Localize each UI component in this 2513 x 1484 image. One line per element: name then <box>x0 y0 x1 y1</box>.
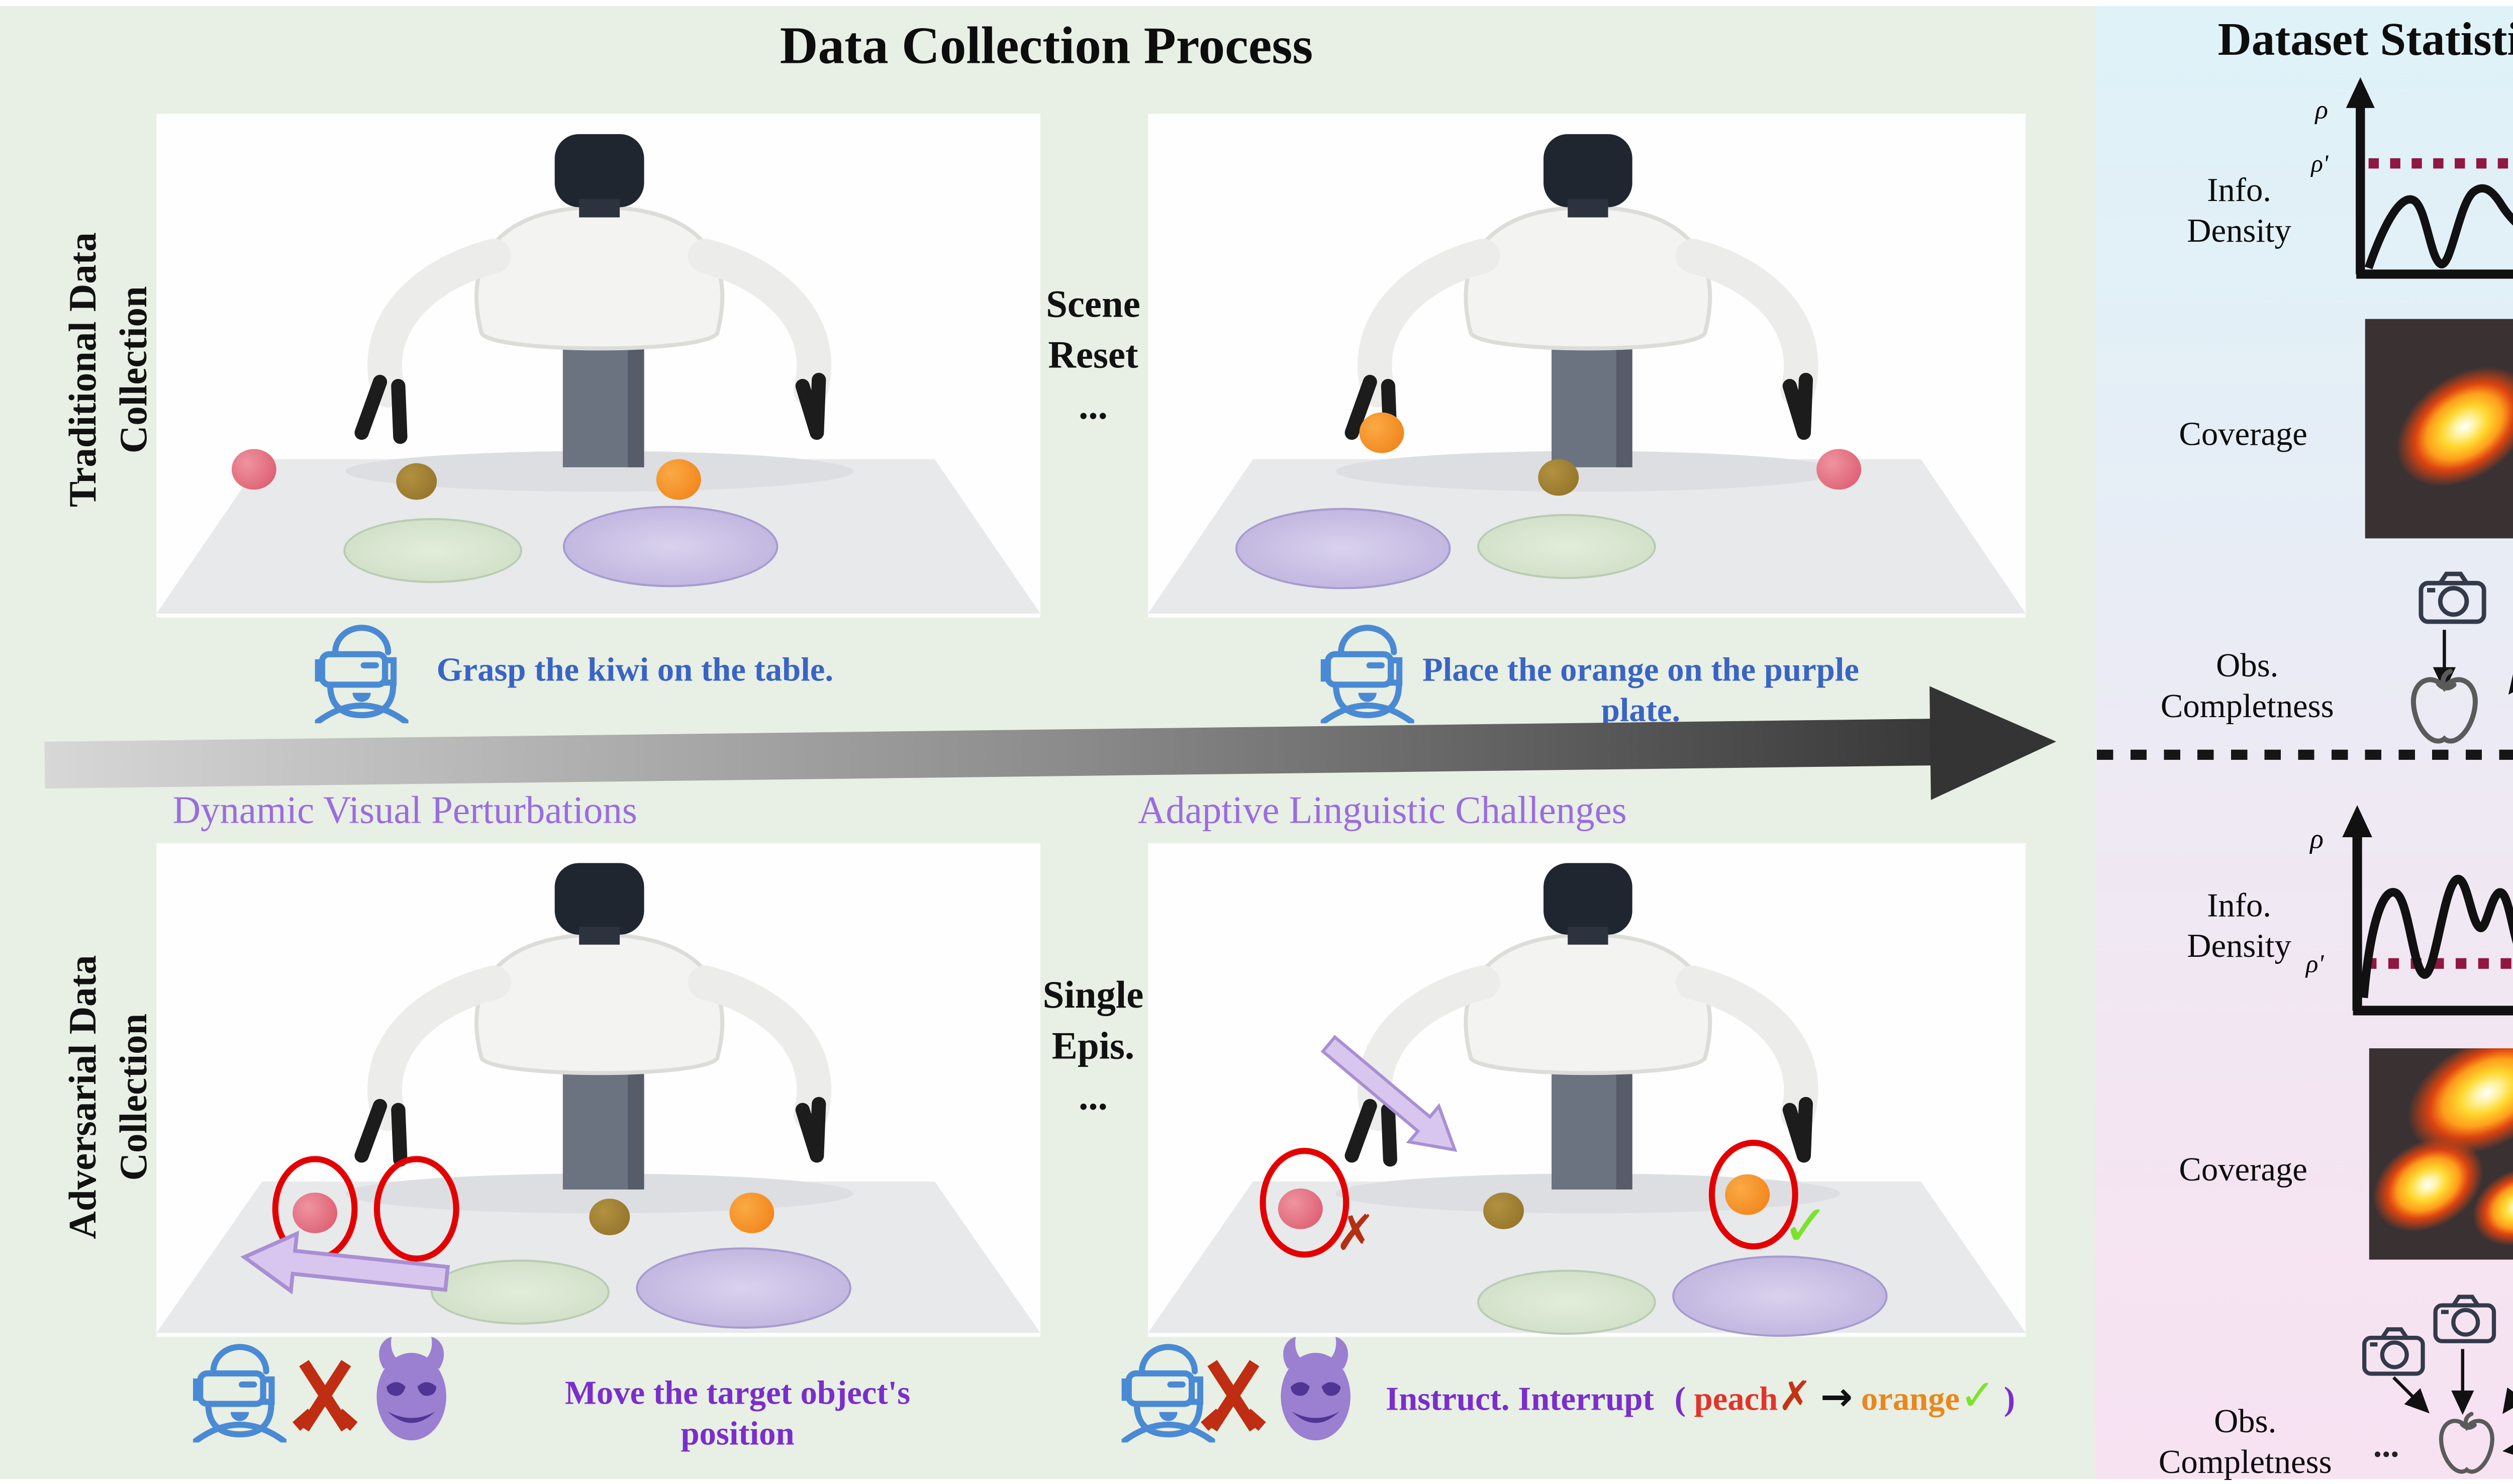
orange-held <box>1359 412 1404 453</box>
no-teleop-icon <box>1199 1357 1268 1435</box>
section-divider <box>2097 749 2513 759</box>
success-check-icon: ✓ <box>1960 1371 1996 1420</box>
caption-move: Move the target object's position <box>564 1373 911 1453</box>
paren-open: ( <box>1674 1379 1686 1418</box>
success-word: orange <box>1861 1379 1960 1418</box>
traditional-row-label: Traditional Data Collection <box>63 232 157 508</box>
peach <box>231 449 276 490</box>
apple-sketch-icon <box>2406 666 2483 748</box>
orange <box>729 1193 775 1233</box>
linguistic-challenge-label: Adaptive Linguistic Challenges <box>1137 790 1627 833</box>
metric-coverage: Coverage <box>2179 414 2307 453</box>
camera-view-arrows <box>2392 1349 2513 1460</box>
paren-close: ) <box>2004 1379 2015 1418</box>
devil-icon <box>1268 1335 1364 1442</box>
obs-ellipsis: ... <box>2373 1426 2399 1465</box>
caption-interrupt: Instruct. Interrupt ( peach✗ → orange✓ ) <box>1386 1371 2015 1420</box>
green-plate <box>431 1259 610 1325</box>
fail-x-icon: ✗ <box>1778 1371 1812 1420</box>
orange <box>656 459 701 500</box>
visual-perturbation-label: Dynamic Visual Perturbations <box>172 790 637 833</box>
photo-adversarial-visual <box>156 843 1040 1337</box>
process-title: Data Collection Process <box>780 16 1313 75</box>
caption-grasp: Grasp the kiwi on the table. <box>436 650 834 689</box>
adversarial-row-label: Adversarial Data Collection <box>63 955 157 1239</box>
apple-sketch-icon <box>2426 1410 2507 1477</box>
peach <box>1816 449 1862 490</box>
camera-icon <box>2418 569 2487 626</box>
arrow-body <box>44 719 1935 789</box>
arrow-glyph: → <box>1820 1375 1853 1420</box>
kiwi <box>396 463 437 500</box>
coverage-heatmap-traditional <box>2365 319 2513 539</box>
vr-operator-icon <box>193 1341 286 1442</box>
scene-reset-text: Scene Reset ... <box>1046 284 1140 429</box>
metric-obs-completeness-adv: Obs. Completness <box>2158 1402 2332 1481</box>
metric-obs-completeness: Obs. Completness <box>2160 646 2334 726</box>
metric-coverage-adv: Coverage <box>2179 1150 2307 1189</box>
green-plate <box>343 518 522 583</box>
devil-icon <box>364 1335 459 1442</box>
metric-info-density: Info. Density <box>2187 170 2291 250</box>
green-plate <box>1477 514 1656 579</box>
rho-axis-label: ρ <box>2309 823 2324 854</box>
info-density-plot-adversarial: ρ ρ' t <box>2305 805 2513 1016</box>
photo-traditional-grasp <box>156 114 1040 618</box>
rho-threshold-label: ρ' <box>2310 149 2329 177</box>
interrupt-prefix: Instruct. Interrupt <box>1386 1379 1654 1418</box>
photo-adversarial-linguistic: ✗ ✓ <box>1148 843 2026 1337</box>
rho-threshold-label: ρ' <box>2305 949 2325 978</box>
kiwi <box>1483 1193 1524 1229</box>
info-density-plot-traditional: ρ ρ' t <box>2310 77 2513 279</box>
green-plate <box>1477 1269 1656 1335</box>
single-episode-text: Single Epis. ... <box>1042 975 1144 1120</box>
purple-plate <box>1672 1255 1888 1337</box>
purple-plate <box>1235 508 1451 589</box>
rho-axis-label: ρ <box>2314 95 2328 124</box>
purple-plate <box>562 506 779 587</box>
fail-word: peach <box>1694 1379 1778 1418</box>
statistics-title: Dataset Statistics <box>2217 14 2513 65</box>
correct-mark: ✓ <box>1782 1193 1830 1260</box>
coverage-heatmap-adversarial <box>2369 1048 2513 1260</box>
photo-traditional-place <box>1148 114 2026 618</box>
kiwi <box>1538 459 1579 496</box>
kiwi <box>589 1199 630 1235</box>
no-teleop-icon <box>291 1357 359 1435</box>
purple-plate <box>636 1247 851 1329</box>
wrong-mark: ✗ <box>1335 1205 1376 1262</box>
heat-blob <box>2374 342 2513 512</box>
metric-info-density-adv: Info. Density <box>2187 885 2291 965</box>
arrow-head <box>1929 684 2057 800</box>
robot-illustration <box>1148 843 2025 1337</box>
